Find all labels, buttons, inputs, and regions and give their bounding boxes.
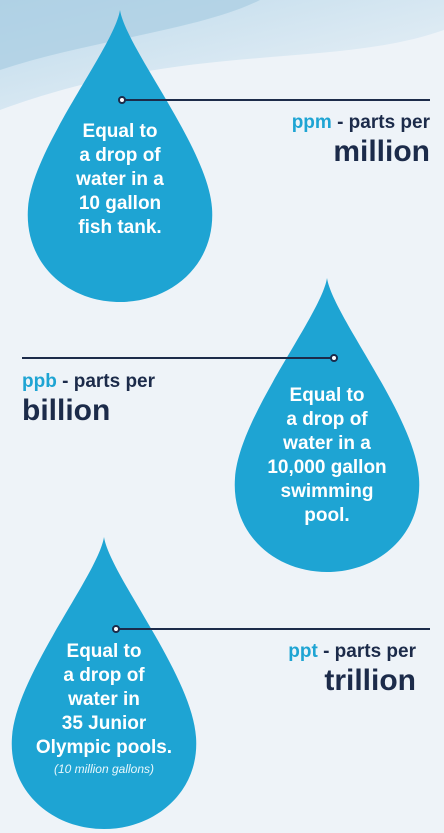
connector-dot-ppb: [330, 354, 338, 362]
drop-line: swimming: [280, 481, 374, 502]
water-drop-ppm: Equal to a drop of water in a 10 gallon …: [22, 8, 218, 306]
drop-line: fish tank.: [78, 217, 162, 238]
connector-line-ppm: [124, 99, 430, 101]
drop-text-ppm: Equal to a drop of water in a 10 gallon …: [22, 120, 218, 240]
dash-text-ppb: - parts per: [56, 371, 156, 392]
drop-line: Equal to: [66, 641, 142, 662]
drop-line: 10,000 gallon: [267, 457, 387, 478]
water-drop-icon: [27, 10, 213, 302]
connector-line-ppb: [22, 357, 332, 359]
dash-text-ppt: - parts per: [317, 641, 416, 662]
drop-line: Equal to: [289, 385, 365, 406]
drop-text-ppb: Equal to a drop of water in a 10,000 gal…: [229, 384, 425, 528]
connector-dot-ppt: [112, 625, 120, 633]
drop-line: a drop of: [286, 409, 368, 430]
water-drop-icon: [234, 278, 420, 572]
drop-line: a drop of: [63, 665, 145, 686]
label-ppm: ppm - parts per million: [292, 111, 430, 169]
water-drop-ppb: Equal to a drop of water in a 10,000 gal…: [229, 276, 425, 576]
label-ppt: ppt - parts per trillion: [288, 640, 416, 698]
drop-line: a drop of: [79, 145, 161, 166]
big-word-ppt: trillion: [324, 664, 416, 697]
connector-line-ppt: [118, 628, 430, 630]
dash-text-ppm: - parts per: [331, 112, 430, 133]
water-drop-icon: [11, 537, 197, 829]
drop-line: water in: [68, 689, 140, 710]
abbr-ppm: ppm: [291, 112, 332, 133]
drop-line: Olympic pools.: [35, 737, 173, 758]
abbr-ppt: ppt: [288, 641, 318, 662]
big-word-ppm: million: [333, 135, 430, 168]
drop-text-ppt: Equal to a drop of water in 35 Junior Ol…: [6, 640, 202, 778]
abbr-ppb: ppb: [22, 371, 57, 392]
drop-line: pool.: [304, 505, 350, 526]
drop-line: water in a: [283, 433, 371, 454]
drop-line: Equal to: [82, 121, 158, 142]
drop-line: 35 Junior: [61, 713, 147, 734]
drop-line: 10 gallon: [78, 193, 162, 214]
water-drop-ppt: Equal to a drop of water in 35 Junior Ol…: [6, 535, 202, 833]
label-ppb: ppb - parts per billion: [22, 370, 155, 428]
drop-line: water in a: [76, 169, 164, 190]
drop-note-ppt: (10 million gallons): [53, 762, 155, 776]
big-word-ppb: billion: [22, 394, 111, 427]
connector-dot-ppm: [118, 96, 126, 104]
